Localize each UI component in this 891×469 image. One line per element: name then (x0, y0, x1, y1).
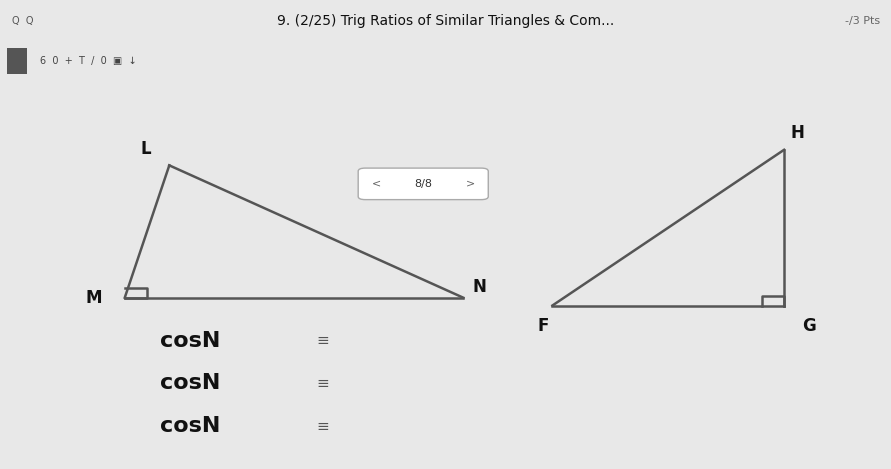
Text: 9. (2/25) Trig Ratios of Similar Triangles & Com...: 9. (2/25) Trig Ratios of Similar Triangl… (277, 14, 614, 28)
Text: G: G (802, 317, 815, 335)
Text: cosN: cosN (160, 416, 221, 436)
Text: <: < (372, 179, 380, 189)
Text: H: H (790, 124, 805, 142)
Text: M: M (86, 289, 102, 307)
Text: ≡: ≡ (316, 376, 329, 391)
Text: L: L (141, 140, 151, 158)
Text: >: > (466, 179, 475, 189)
Text: cosN: cosN (160, 331, 221, 350)
Text: 6  0  +  T  /  0  ▣  ↓: 6 0 + T / 0 ▣ ↓ (40, 56, 136, 66)
Text: -/3 Pts: -/3 Pts (846, 16, 880, 26)
Text: N: N (472, 278, 486, 296)
FancyBboxPatch shape (7, 48, 27, 74)
Text: ≡: ≡ (316, 419, 329, 434)
FancyBboxPatch shape (358, 168, 488, 200)
Text: cosN: cosN (160, 373, 221, 393)
Text: Q  Q: Q Q (12, 16, 33, 26)
Text: 8/8: 8/8 (414, 179, 432, 189)
Text: ≡: ≡ (316, 333, 329, 348)
Text: F: F (538, 317, 549, 335)
